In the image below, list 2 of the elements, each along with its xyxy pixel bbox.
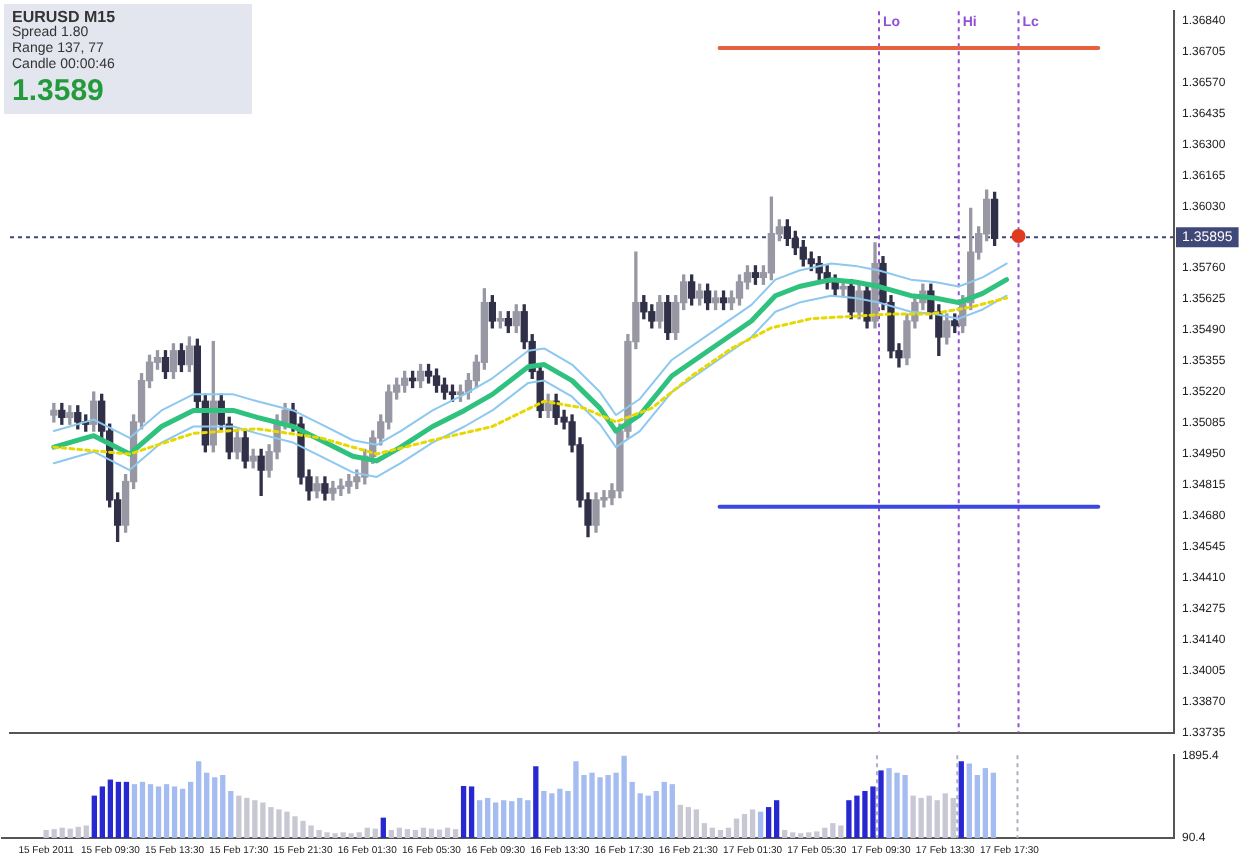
annotation: 1.3589: [12, 74, 106, 110]
annotation: EURUSD M15: [12, 8, 118, 26]
